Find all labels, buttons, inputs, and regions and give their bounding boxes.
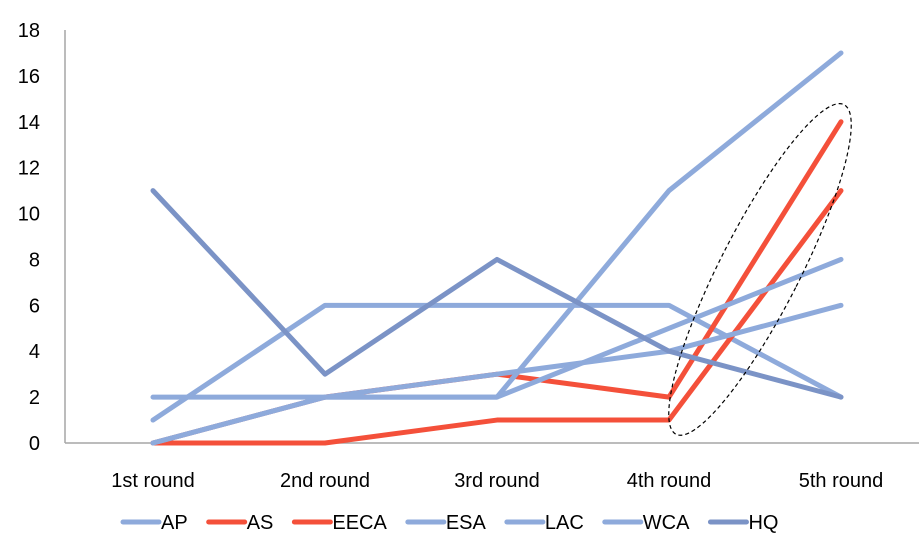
legend-label: AP bbox=[161, 512, 188, 534]
legend-label: ESA bbox=[446, 512, 487, 534]
legend-label: EECA bbox=[332, 512, 387, 534]
y-tick-label: 6 bbox=[29, 295, 40, 317]
dashed-ellipse-annotation bbox=[668, 103, 852, 436]
x-tick-label: 1st round bbox=[111, 470, 194, 492]
y-tick-label: 10 bbox=[18, 204, 40, 226]
legend-item-as[interactable]: AS bbox=[206, 512, 274, 534]
y-axis: 0 2 4 6 8 10 12 14 16 18 bbox=[18, 20, 66, 455]
y-tick-label: 16 bbox=[18, 66, 40, 88]
legend-item-lac[interactable]: LAC bbox=[504, 512, 584, 534]
series-line-ap bbox=[150, 302, 844, 423]
y-tick-label: 14 bbox=[18, 112, 40, 134]
annotation bbox=[668, 103, 852, 436]
y-tick-label: 0 bbox=[29, 433, 40, 455]
legend-label: HQ bbox=[748, 512, 778, 534]
legend-item-wca[interactable]: WCA bbox=[602, 512, 690, 534]
legend-item-hq[interactable]: HQ bbox=[707, 512, 778, 534]
legend-label: WCA bbox=[643, 512, 690, 534]
series-line-hq bbox=[150, 188, 844, 400]
legend-label: LAC bbox=[545, 512, 584, 534]
x-tick-label: 2nd round bbox=[280, 470, 370, 492]
y-tick-label: 2 bbox=[29, 387, 40, 409]
y-tick-label: 12 bbox=[18, 158, 40, 180]
series-lines bbox=[150, 50, 844, 446]
series-line-wca bbox=[150, 302, 844, 446]
y-tick-label: 8 bbox=[29, 249, 40, 271]
y-tick-label: 18 bbox=[18, 20, 40, 42]
x-tick-label: 5th round bbox=[799, 470, 884, 492]
legend-label: AS bbox=[247, 512, 274, 534]
legend-item-eeca[interactable]: EECA bbox=[291, 512, 387, 534]
series-line-eeca bbox=[150, 188, 844, 446]
x-tick-label: 4th round bbox=[627, 470, 712, 492]
legend[interactable]: AP AS EECA ESA LAC WCA HQ bbox=[120, 512, 778, 534]
y-tick-label: 4 bbox=[29, 341, 40, 363]
x-tick-label: 3rd round bbox=[454, 470, 540, 492]
legend-item-esa[interactable]: ESA bbox=[405, 512, 487, 534]
legend-item-ap[interactable]: AP bbox=[120, 512, 188, 534]
x-axis: 1st round 2nd round 3rd round 4th round 5th … bbox=[65, 442, 919, 492]
